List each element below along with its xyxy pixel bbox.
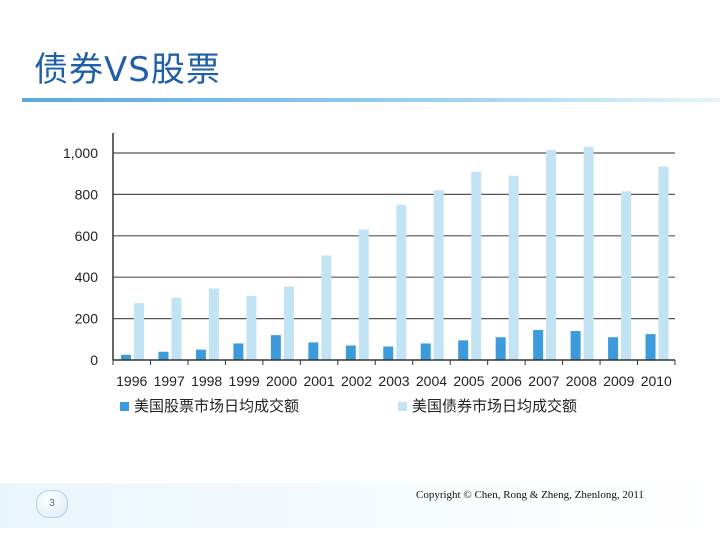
page-number: 3 bbox=[36, 490, 68, 518]
bar-series-2-1999 bbox=[246, 295, 257, 360]
x-tick-label: 2006 bbox=[491, 373, 522, 389]
x-tick-label: 2009 bbox=[603, 373, 634, 389]
y-tick-label: 800 bbox=[75, 186, 99, 202]
x-tick-label: 2004 bbox=[416, 373, 447, 389]
x-tick-label: 2003 bbox=[378, 373, 409, 389]
bar-series-1-2008 bbox=[570, 331, 581, 360]
y-tick-label: 200 bbox=[75, 311, 99, 327]
bar-series-2-2006 bbox=[508, 175, 519, 360]
y-tick-label: 1,000 bbox=[63, 145, 98, 161]
x-tick-label: 2002 bbox=[341, 373, 372, 389]
footer-band bbox=[0, 483, 720, 528]
bar-series-2-2007 bbox=[546, 149, 557, 360]
bar-series-2-2004 bbox=[433, 190, 444, 360]
bar-series-1-2006 bbox=[495, 337, 506, 360]
legend-label-series-2: 美国债券市场日均成交额 bbox=[412, 397, 577, 415]
axes bbox=[112, 133, 676, 365]
bar-series-2-2002 bbox=[358, 229, 369, 360]
legend: 美国股票市场日均成交额 美国债券市场日均成交额 bbox=[120, 397, 577, 415]
x-tick-label: 1998 bbox=[191, 373, 222, 389]
bar-series-2-2005 bbox=[471, 171, 482, 360]
gridlines bbox=[113, 152, 675, 320]
x-tick-label: 2001 bbox=[303, 373, 334, 389]
bar-series-2-2001 bbox=[321, 255, 332, 360]
bar-series-1-1997 bbox=[158, 351, 169, 360]
bar-series-2-2009 bbox=[621, 191, 632, 360]
bar-series-2-1996 bbox=[134, 303, 144, 360]
bar-series-2-1998 bbox=[208, 288, 219, 360]
y-tick-label: 0 bbox=[90, 352, 98, 368]
legend-swatch-series-2 bbox=[398, 402, 407, 411]
legend-swatch-series-1 bbox=[120, 402, 129, 411]
bar-series-2-2000 bbox=[283, 286, 294, 360]
x-tick-label: 2000 bbox=[266, 373, 297, 389]
bar-series-2-1997 bbox=[171, 297, 182, 360]
legend-label-series-1: 美国股票市场日均成交额 bbox=[134, 397, 299, 415]
copyright-text: Copyright © Chen, Rong & Zheng, Zhenlong… bbox=[416, 489, 644, 501]
bar-series-1-2004 bbox=[420, 343, 431, 360]
x-tick-label: 1997 bbox=[154, 373, 185, 389]
bar-series-2-2003 bbox=[396, 204, 407, 360]
bar-series-1-2010 bbox=[645, 334, 656, 360]
y-tick-label: 600 bbox=[75, 228, 99, 244]
x-tick-label: 2005 bbox=[453, 373, 484, 389]
bar-series-1-2000 bbox=[270, 335, 281, 360]
bar-series-1-1998 bbox=[195, 349, 206, 360]
x-tick-label: 2010 bbox=[641, 373, 672, 389]
bar-series-1-2007 bbox=[533, 329, 544, 360]
bar-series-1-2005 bbox=[458, 340, 469, 360]
bar-chart: 0 200 400 600 800 1,000 1996 1997 1998 1999 2000 20… bbox=[63, 133, 676, 415]
x-tick-label: 2008 bbox=[566, 373, 597, 389]
slide-title: 债券VS股票 bbox=[34, 50, 221, 90]
bar-series-1-2002 bbox=[345, 345, 356, 360]
x-tick-label: 2007 bbox=[528, 373, 559, 389]
tick-labels: 0 200 400 600 800 1,000 1996 1997 1998 1999 2000 20… bbox=[63, 145, 672, 389]
bar-series-1-1999 bbox=[233, 343, 244, 360]
bar-series-2-2008 bbox=[583, 146, 594, 360]
y-tick-label: 400 bbox=[75, 269, 99, 285]
bar-series-1-2003 bbox=[383, 346, 394, 360]
bar-series-2-2010 bbox=[658, 166, 669, 360]
bar-series-1-1996 bbox=[121, 354, 131, 360]
x-tick-label: 1996 bbox=[116, 373, 147, 389]
bars bbox=[121, 146, 669, 360]
bar-series-1-2009 bbox=[608, 337, 619, 360]
title-divider bbox=[22, 98, 720, 102]
x-tick-label: 1999 bbox=[229, 373, 260, 389]
bar-series-1-2001 bbox=[308, 342, 319, 360]
